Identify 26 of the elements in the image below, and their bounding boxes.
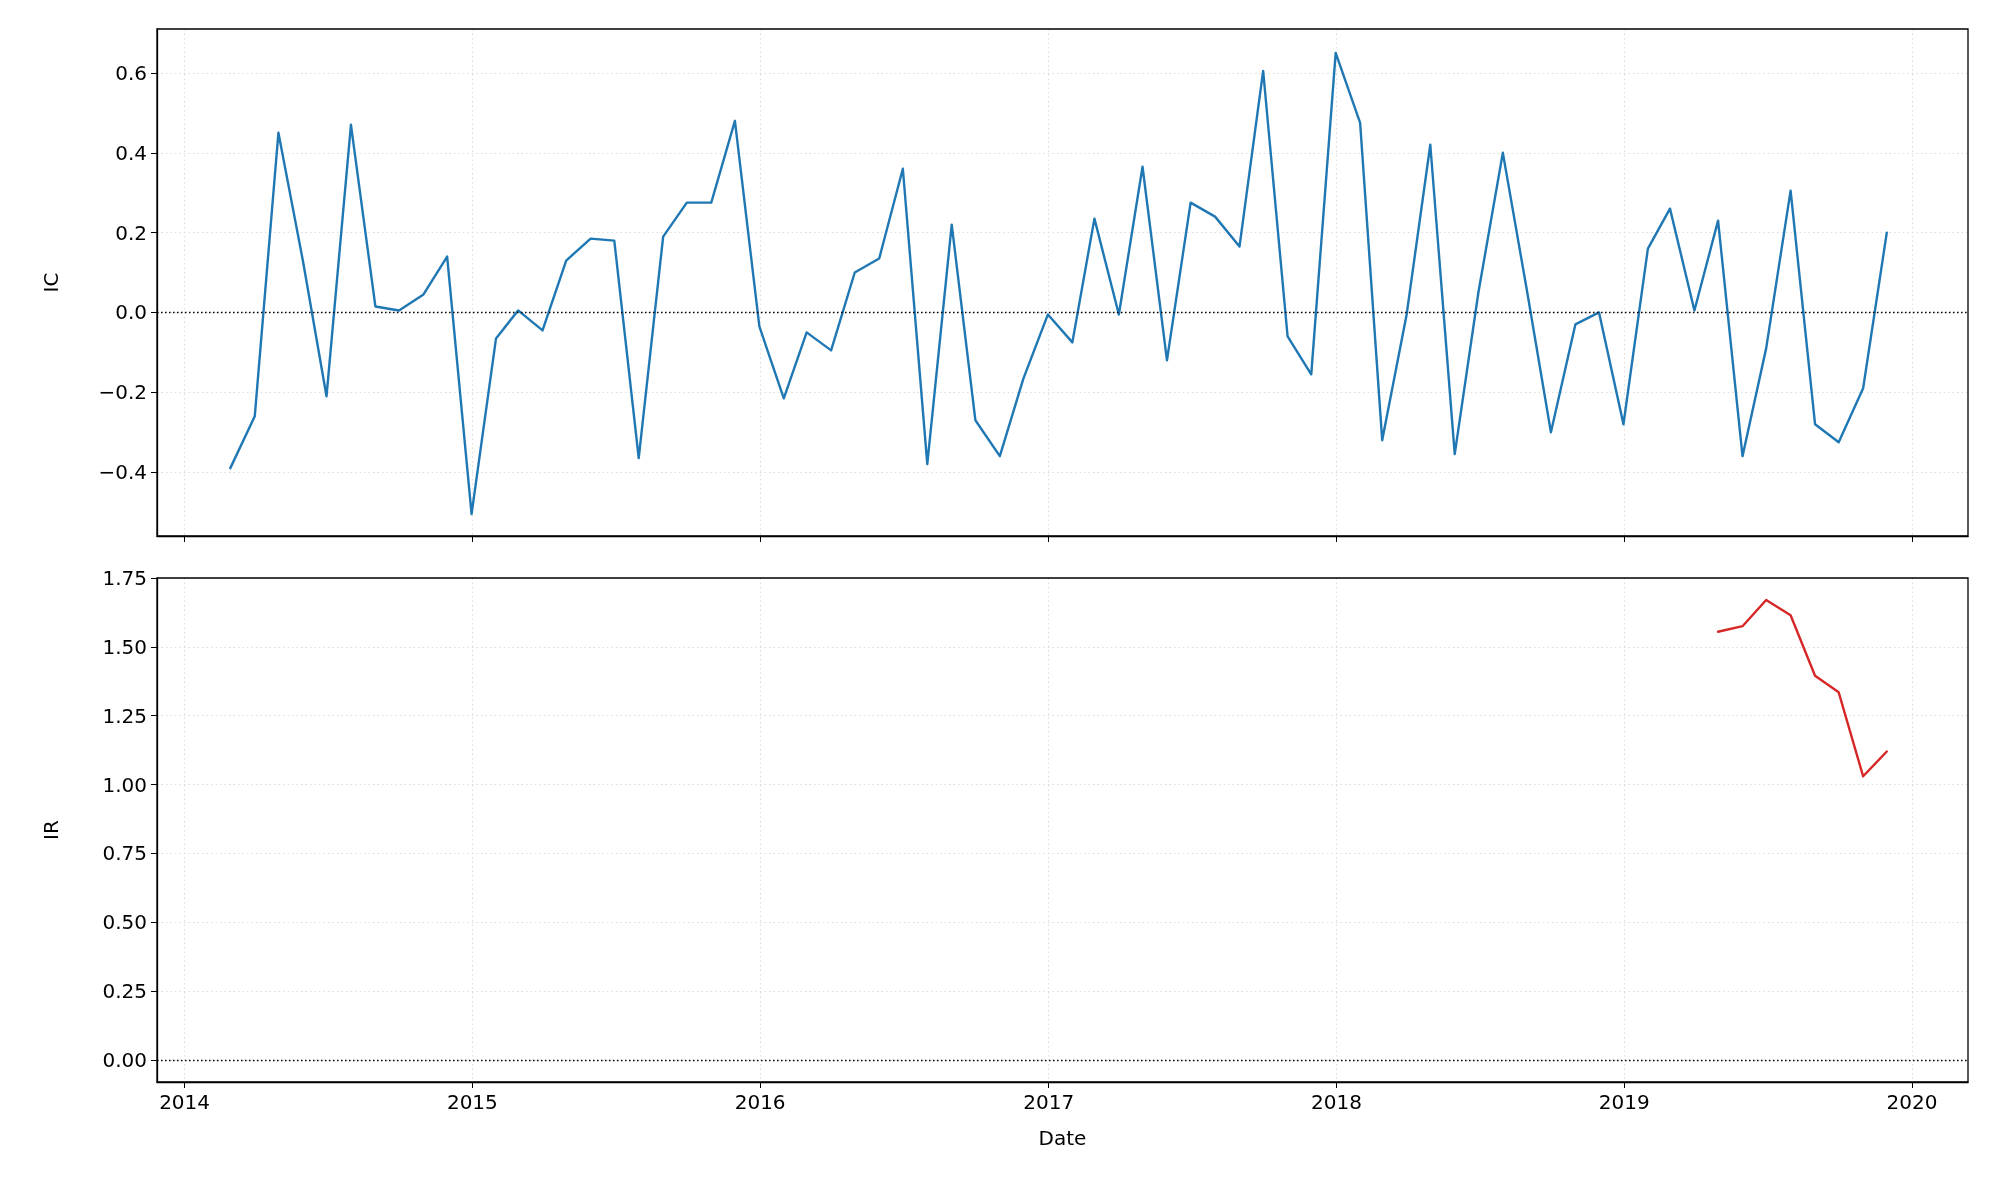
- y-tick-label: 1.75: [102, 566, 147, 590]
- x-tick-label: 2018: [1311, 1090, 1362, 1114]
- y-tick-label: 1.50: [102, 634, 147, 659]
- y-tick-label: 1.25: [102, 703, 147, 728]
- y-tick-label: 0.75: [102, 841, 147, 866]
- y-tick-label: 0.2: [115, 220, 147, 245]
- y-tick-label: 0.25: [102, 979, 147, 1004]
- x-tick-label: 2019: [1598, 1090, 1650, 1114]
- x-tick-label: 2020: [1886, 1090, 1938, 1114]
- x-tick-label: 2015: [446, 1090, 498, 1114]
- x-axis-title: Date: [1038, 1126, 1087, 1150]
- x-tick-label: 2017: [1023, 1090, 1075, 1114]
- line-series: [1716, 598, 1888, 778]
- y-axis-title: IR: [39, 820, 63, 840]
- x-tick-label: 2014: [159, 1090, 211, 1114]
- y-tick-label: 0.6: [115, 60, 147, 85]
- x-tick-label: 2016: [734, 1090, 786, 1114]
- line-series: [229, 51, 1888, 516]
- y-tick-label: 0.50: [102, 910, 147, 935]
- y-tick-label: −0.4: [98, 460, 147, 485]
- y-tick-label: −0.2: [98, 380, 147, 405]
- y-axis-title: IC: [39, 272, 63, 293]
- y-tick-label: 1.00: [102, 772, 147, 797]
- y-tick-label: 0.4: [115, 140, 147, 165]
- y-tick-label: 0.0: [115, 300, 147, 325]
- y-tick-label: 0.00: [102, 1047, 147, 1072]
